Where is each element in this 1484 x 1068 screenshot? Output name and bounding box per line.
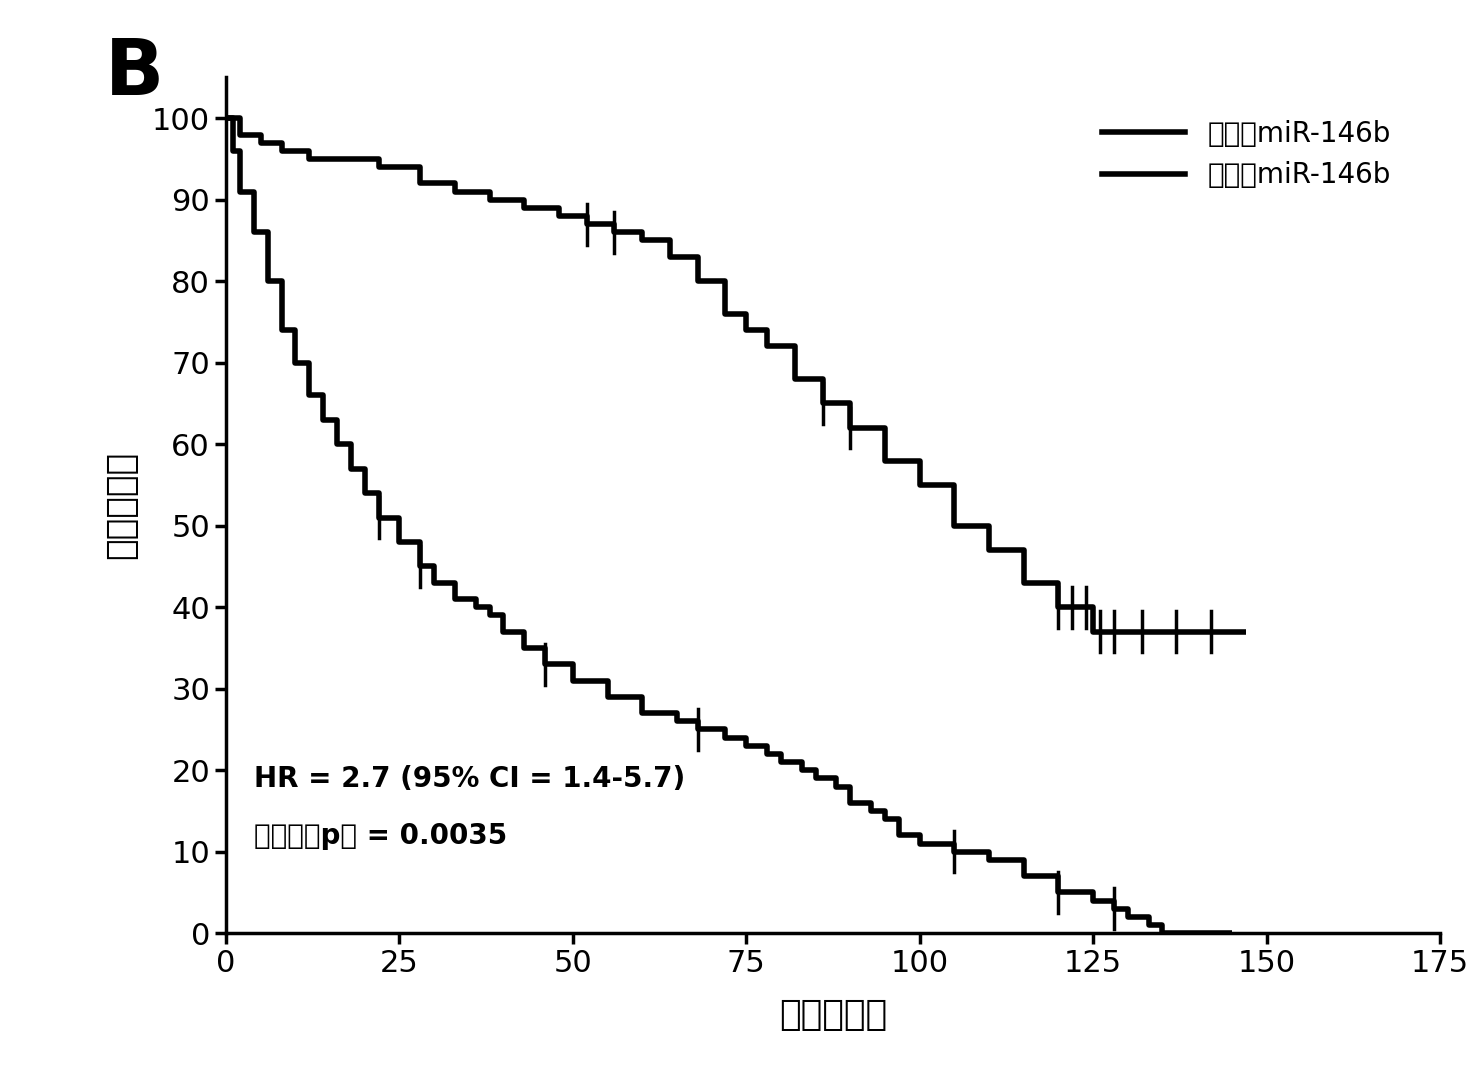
X-axis label: 时间（月）: 时间（月） — [779, 998, 887, 1032]
Text: 时序检验p值 = 0.0035: 时序检验p值 = 0.0035 — [254, 821, 508, 849]
Text: HR = 2.7 (95% CI = 1.4-5.7): HR = 2.7 (95% CI = 1.4-5.7) — [254, 765, 686, 792]
Text: B: B — [105, 34, 163, 111]
Y-axis label: 存活百分比: 存活百分比 — [104, 452, 138, 560]
Legend: 高水平miR-146b, 低水平miR-146b: 高水平miR-146b, 低水平miR-146b — [1091, 109, 1402, 201]
